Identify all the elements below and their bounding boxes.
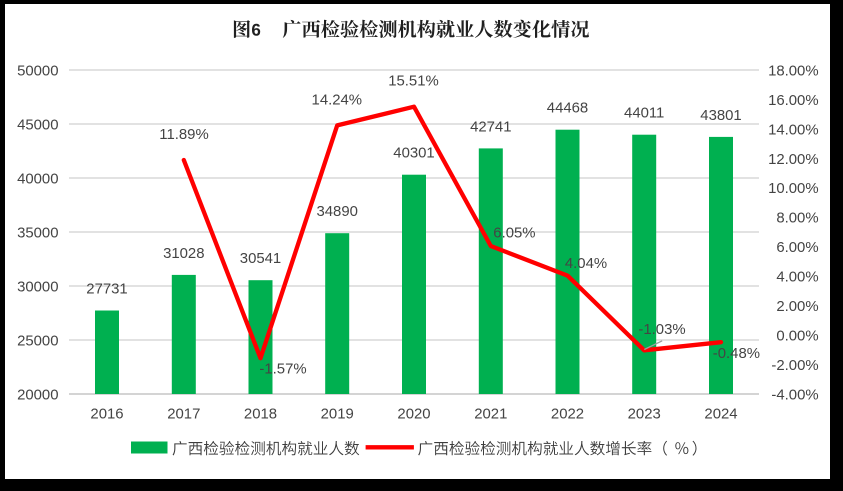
svg-text:16.00%: 16.00% (768, 93, 819, 109)
svg-text:0.00%: 0.00% (776, 329, 818, 345)
svg-text:27731: 27731 (86, 281, 127, 297)
svg-text:-4.00%: -4.00% (771, 387, 818, 403)
svg-text:-0.48%: -0.48% (713, 346, 760, 362)
svg-text:35000: 35000 (17, 225, 58, 241)
svg-text:2019: 2019 (321, 407, 354, 423)
svg-text:6.05%: 6.05% (493, 226, 535, 242)
svg-text:34890: 34890 (316, 204, 357, 220)
svg-text:43801: 43801 (700, 108, 741, 124)
svg-text:25000: 25000 (17, 333, 58, 349)
svg-text:50000: 50000 (17, 63, 58, 79)
svg-text:15.51%: 15.51% (388, 73, 439, 89)
svg-text:-2.00%: -2.00% (771, 358, 818, 374)
svg-text:31028: 31028 (163, 246, 204, 262)
svg-text:11.89%: 11.89% (159, 127, 208, 143)
svg-text:44468: 44468 (547, 101, 588, 117)
svg-text:14.24%: 14.24% (312, 92, 363, 108)
svg-text:2020: 2020 (397, 407, 430, 423)
svg-text:-1.03%: -1.03% (638, 322, 685, 338)
svg-text:42741: 42741 (470, 119, 511, 135)
svg-text:2022: 2022 (551, 407, 584, 423)
svg-text:4.00%: 4.00% (776, 270, 818, 286)
svg-text:2021: 2021 (474, 407, 507, 423)
svg-text:8.00%: 8.00% (776, 211, 818, 227)
svg-text:45000: 45000 (17, 117, 58, 133)
svg-text:2.00%: 2.00% (776, 299, 818, 315)
svg-text:2018: 2018 (244, 407, 277, 423)
svg-text:14.00%: 14.00% (768, 122, 819, 138)
svg-text:30000: 30000 (17, 279, 58, 295)
svg-text:2016: 2016 (90, 407, 123, 423)
svg-text:44011: 44011 (624, 106, 664, 122)
svg-text:12.00%: 12.00% (768, 152, 819, 168)
svg-text:40301: 40301 (393, 146, 434, 162)
svg-text:2023: 2023 (628, 407, 661, 423)
svg-text:2017: 2017 (167, 407, 200, 423)
svg-text:-1.57%: -1.57% (259, 361, 306, 377)
svg-text:18.00%: 18.00% (768, 63, 819, 79)
svg-text:20000: 20000 (17, 387, 58, 403)
svg-text:2024: 2024 (704, 407, 737, 423)
svg-text:40000: 40000 (17, 171, 58, 187)
svg-text:4.04%: 4.04% (565, 256, 607, 272)
svg-text:6.00%: 6.00% (776, 240, 818, 256)
svg-text:10.00%: 10.00% (768, 181, 819, 197)
svg-text:30541: 30541 (240, 251, 281, 267)
